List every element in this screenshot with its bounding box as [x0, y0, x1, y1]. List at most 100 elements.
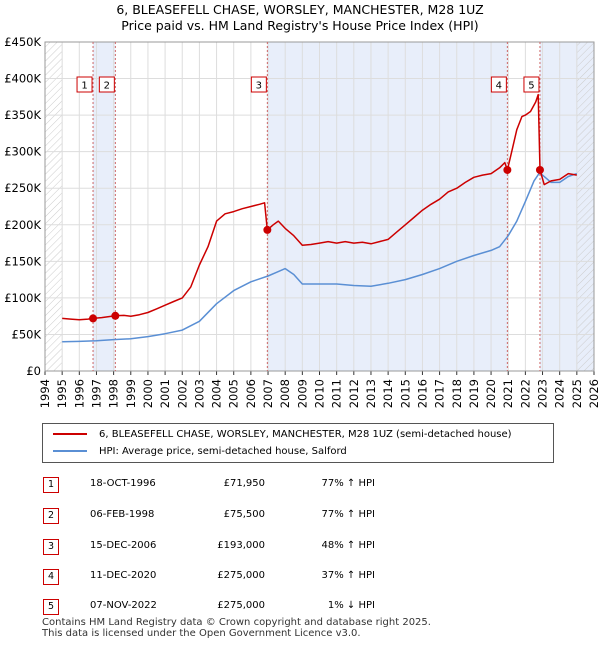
x-tick-label: 2002 — [175, 379, 189, 408]
table-row: 1 18-OCT-1996 £71,950 77% ↑ HPI — [0, 474, 600, 494]
transaction-point — [535, 165, 544, 174]
transaction-label-box — [523, 76, 540, 93]
x-tick-label: 1996 — [72, 379, 86, 408]
transaction-point — [263, 225, 272, 234]
transaction-price: £75,500 — [223, 509, 265, 520]
transaction-label: 1 — [81, 81, 87, 92]
x-tick-label: 1997 — [89, 379, 103, 408]
transaction-point — [89, 314, 98, 323]
transaction-price: £275,000 — [217, 600, 265, 611]
transaction-badge: 2 — [43, 508, 59, 524]
transaction-point — [503, 165, 512, 174]
transaction-label: 2 — [104, 81, 110, 92]
y-tick-label: £100K — [4, 291, 41, 305]
transaction-badge: 5 — [43, 599, 59, 615]
transaction-date: 06-FEB-1998 — [90, 509, 155, 520]
y-tick-label: £300K — [4, 145, 41, 159]
period-shade — [267, 42, 508, 371]
x-tick-label: 2015 — [398, 379, 412, 408]
x-tick-label: 2019 — [467, 379, 481, 408]
legend-item-property: 6, BLEASEFELL CHASE, WORSLEY, MANCHESTER… — [53, 426, 512, 442]
transaction-hpi-change: 37% ↑ HPI — [321, 570, 375, 581]
transaction-price: £71,950 — [223, 478, 265, 489]
x-tick-label: 1995 — [55, 379, 69, 408]
x-tick-label: 1999 — [124, 379, 138, 408]
y-tick-label: £450K — [4, 35, 41, 49]
hpi-line — [62, 171, 578, 343]
price-chart: £0 £50K £100K £150K £200K £250K £300K £350K £400… — [4, 35, 600, 408]
x-tick-label: 2017 — [433, 379, 447, 408]
footer-line-2: This data is licensed under the Open Gov… — [42, 628, 361, 639]
y-tick-label: £50K — [12, 327, 42, 341]
x-tick-label: 2010 — [313, 379, 327, 408]
transaction-label-box — [98, 76, 115, 93]
property-line-swatch — [53, 433, 87, 435]
x-tick-label: 2012 — [347, 379, 361, 408]
transaction-hpi-change: 77% ↑ HPI — [321, 478, 375, 489]
y-tick-label: £200K — [4, 218, 41, 232]
period-shade — [93, 42, 116, 371]
y-tick-label: £150K — [4, 254, 41, 268]
legend-item-hpi: HPI: Average price, semi-detached house,… — [53, 443, 347, 459]
x-tick-label: 2011 — [330, 379, 344, 408]
x-tick-label: 2024 — [553, 379, 567, 408]
transaction-label: 4 — [496, 81, 502, 92]
transaction-badge: 3 — [43, 539, 59, 555]
hpi-line-swatch — [53, 450, 87, 452]
x-tick-label: 2007 — [261, 379, 275, 408]
transaction-price: £275,000 — [217, 570, 265, 581]
table-row: 5 07-NOV-2022 £275,000 1% ↓ HPI — [0, 596, 600, 616]
x-tick-label: 2021 — [501, 379, 515, 408]
x-tick-label: 2016 — [415, 379, 429, 408]
transaction-hpi-change: 48% ↑ HPI — [321, 540, 375, 551]
property-price-line — [62, 93, 577, 321]
transaction-point — [111, 311, 120, 320]
table-row: 2 06-FEB-1998 £75,500 77% ↑ HPI — [0, 505, 600, 525]
transaction-badge: 4 — [43, 569, 59, 585]
y-tick-label: £350K — [4, 108, 41, 122]
transaction-date: 18-OCT-1996 — [90, 478, 156, 489]
plot-frame — [44, 41, 595, 372]
table-row: 4 11-DEC-2020 £275,000 37% ↑ HPI — [0, 566, 600, 586]
x-tick-label: 2008 — [278, 379, 292, 408]
footer: Contains HM Land Registry data © Crown c… — [42, 617, 431, 639]
x-tick-label: 2006 — [244, 379, 258, 408]
title-line-1: 6, BLEASEFELL CHASE, WORSLEY, MANCHESTER… — [116, 2, 484, 17]
title-line-2: Price paid vs. HM Land Registry's House … — [121, 18, 479, 33]
legend: 6, BLEASEFELL CHASE, WORSLEY, MANCHESTER… — [42, 423, 554, 463]
x-tick-label: 1994 — [38, 379, 52, 408]
no-data-left — [45, 42, 63, 371]
legend-property-label: 6, BLEASEFELL CHASE, WORSLEY, MANCHESTER… — [99, 428, 512, 440]
footer-line-1: Contains HM Land Registry data © Crown c… — [42, 617, 431, 628]
chart-title: 6, BLEASEFELL CHASE, WORSLEY, MANCHESTER… — [0, 2, 600, 34]
transaction-label-box — [76, 76, 93, 93]
transaction-hpi-change: 1% ↓ HPI — [327, 600, 375, 611]
transaction-date: 11-DEC-2020 — [90, 570, 157, 581]
legend-hpi-label: HPI: Average price, semi-detached house,… — [99, 445, 347, 457]
x-tick-label: 2025 — [570, 379, 584, 408]
transaction-label-box — [490, 76, 507, 93]
x-tick-label: 2001 — [158, 379, 172, 408]
transaction-badge: 1 — [43, 477, 59, 493]
transaction-label-box — [250, 76, 267, 93]
transaction-date: 15-DEC-2006 — [90, 540, 157, 551]
x-tick-label: 2018 — [450, 379, 464, 408]
transaction-date: 07-NOV-2022 — [90, 600, 157, 611]
x-tick-label: 2014 — [381, 379, 395, 408]
y-tick-label: £0 — [26, 364, 41, 378]
x-tick-label: 2009 — [295, 379, 309, 408]
y-tick-label: £400K — [4, 72, 41, 86]
x-tick-label: 2026 — [587, 379, 600, 408]
x-tick-label: 2000 — [141, 379, 155, 408]
x-tick-label: 2005 — [227, 379, 241, 408]
transaction-label: 5 — [528, 81, 534, 92]
transaction-hpi-change: 77% ↑ HPI — [321, 509, 375, 520]
x-tick-label: 2003 — [192, 379, 206, 408]
x-tick-label: 2022 — [518, 379, 532, 408]
x-tick-label: 1998 — [107, 379, 121, 408]
x-tick-label: 2013 — [364, 379, 378, 408]
x-tick-label: 2023 — [536, 379, 550, 408]
x-tick-label: 2020 — [484, 379, 498, 408]
y-tick-label: £250K — [4, 181, 41, 195]
x-tick-label: 2004 — [210, 379, 224, 408]
